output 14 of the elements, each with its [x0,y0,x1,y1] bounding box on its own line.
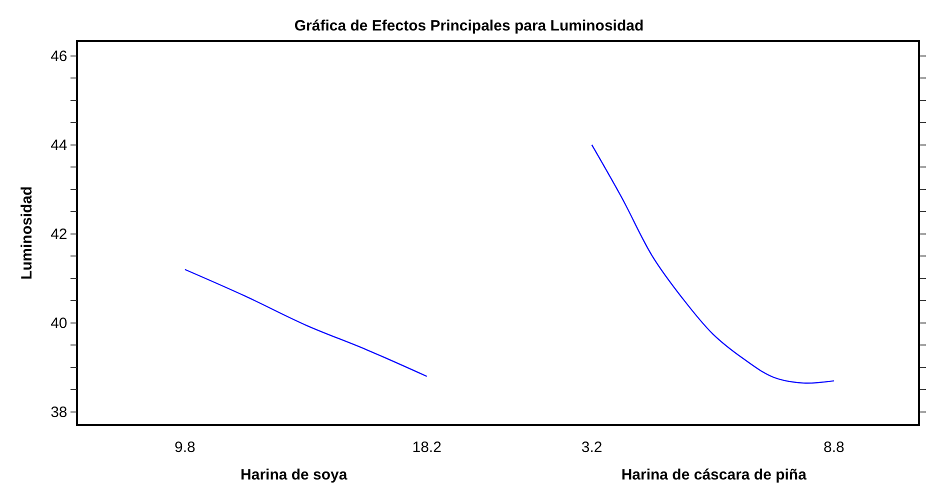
y-tick-label: 44 [50,137,68,154]
line-series [184,268,428,377]
y-tick-label: 40 [50,315,68,332]
x-axis-title: Harina de soya [240,466,348,484]
y-tick-label: 46 [50,48,68,66]
x-tick-label: 18.2 [412,438,442,456]
x-tick-label: 3.2 [581,438,602,456]
y-axis-title: Luminosidad [18,186,36,280]
x-axis-title: Harina de cáscara de piña [621,466,808,484]
x-tick-label: 8.8 [824,438,844,456]
chart-title: Gráfica de Efectos Principales para Luminosidad [294,17,644,34]
x-tick-label: 9.8 [174,438,196,456]
y-tick-label: 38 [50,404,68,422]
y-tick-label: 42 [50,226,68,244]
